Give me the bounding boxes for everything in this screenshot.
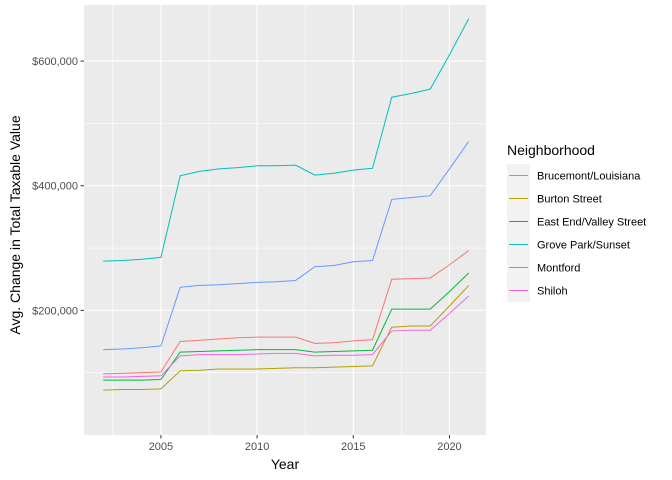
plot-panel xyxy=(84,5,486,435)
series-line-5 xyxy=(103,295,470,378)
x-tick-label: 2005 xyxy=(149,441,173,453)
legend-label: East End/Valley Street xyxy=(537,217,646,229)
series-line-2 xyxy=(103,272,470,381)
y-axis: $200,000 $400,000 $600,000 xyxy=(32,56,84,317)
series-lines xyxy=(103,18,470,391)
series-line-0 xyxy=(103,250,469,375)
legend-title: Neighborhood xyxy=(507,142,595,158)
legend-label: Burton Street xyxy=(537,194,602,206)
x-axis: 2005 2010 2015 2020 xyxy=(149,435,462,453)
x-axis-title: Year xyxy=(271,456,300,472)
legend: Neighborhood Brucemont/Louisiana Burton S… xyxy=(507,142,646,302)
series-line-3 xyxy=(103,18,470,262)
legend-label: Brucemont/Louisiana xyxy=(537,171,641,183)
y-tick-label: $400,000 xyxy=(32,181,78,193)
series-line-4 xyxy=(103,141,470,351)
legend-items: Brucemont/Louisiana Burton Street East End… xyxy=(507,164,646,302)
major-gridlines xyxy=(84,5,486,435)
y-tick-label: $200,000 xyxy=(32,305,78,317)
legend-label: Shiloh xyxy=(537,286,568,298)
x-tick-label: 2015 xyxy=(341,441,365,453)
legend-label: Grove Park/Sunset xyxy=(537,240,630,252)
x-tick-label: 2010 xyxy=(245,441,269,453)
series-line-1 xyxy=(103,285,470,391)
y-axis-title: Avg. Change in Total Taxable Value xyxy=(7,115,23,334)
y-tick-label: $600,000 xyxy=(32,56,78,68)
x-tick-label: 2020 xyxy=(437,441,461,453)
legend-label: Montford xyxy=(537,263,580,275)
